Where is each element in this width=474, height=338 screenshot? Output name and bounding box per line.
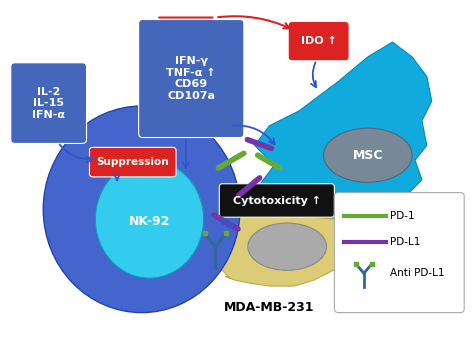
- FancyBboxPatch shape: [11, 63, 87, 143]
- Text: IDO ↑: IDO ↑: [301, 36, 337, 46]
- Text: Cytotoxicity ↑: Cytotoxicity ↑: [233, 195, 321, 206]
- Ellipse shape: [43, 106, 240, 313]
- Text: IFN-γ
TNF-α ↑
CD69
CD107a: IFN-γ TNF-α ↑ CD69 CD107a: [166, 56, 216, 101]
- Polygon shape: [206, 207, 358, 286]
- Text: Suppression: Suppression: [96, 157, 169, 167]
- Text: MSC: MSC: [353, 149, 383, 162]
- FancyBboxPatch shape: [138, 20, 244, 138]
- Text: PD-1: PD-1: [391, 211, 415, 221]
- Polygon shape: [255, 42, 432, 231]
- Text: NK-92: NK-92: [129, 215, 170, 227]
- FancyBboxPatch shape: [334, 193, 464, 313]
- Text: PD-L1: PD-L1: [391, 237, 421, 247]
- Ellipse shape: [95, 160, 203, 278]
- Text: Anti PD-L1: Anti PD-L1: [391, 268, 445, 278]
- Ellipse shape: [324, 128, 412, 182]
- Ellipse shape: [248, 223, 327, 270]
- FancyBboxPatch shape: [90, 147, 176, 177]
- FancyBboxPatch shape: [288, 22, 349, 61]
- Text: MDA-MB-231: MDA-MB-231: [224, 301, 315, 314]
- Text: IL-2
IL-15
IFN-α: IL-2 IL-15 IFN-α: [32, 87, 65, 120]
- FancyBboxPatch shape: [219, 184, 334, 217]
